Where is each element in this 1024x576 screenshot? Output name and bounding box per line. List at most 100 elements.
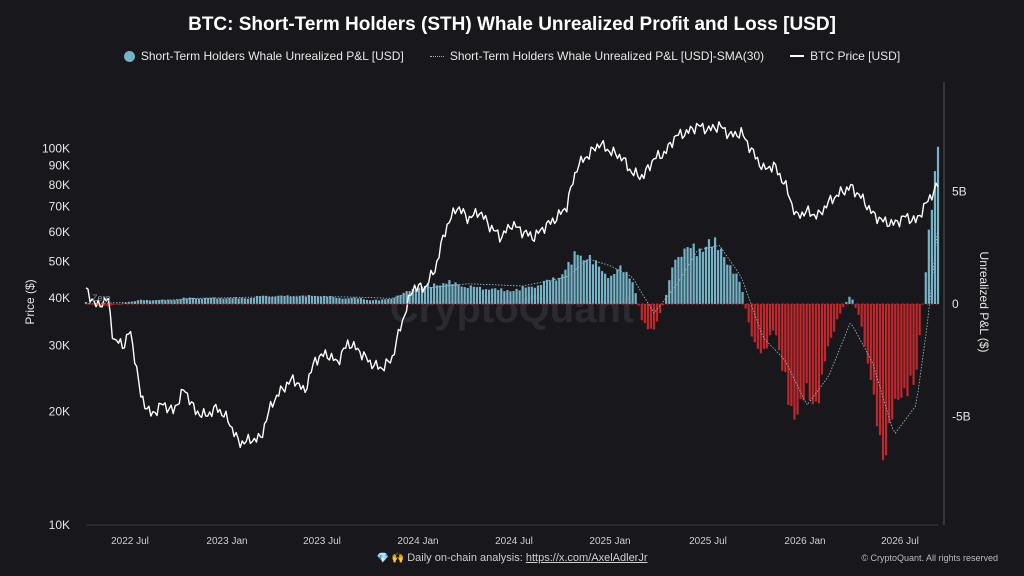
- pnl-bar: [631, 282, 634, 304]
- pnl-bar: [185, 298, 188, 304]
- x-tick-label: 2026 Jul: [881, 536, 919, 547]
- pnl-bar: [814, 304, 817, 402]
- pnl-bar: [210, 297, 213, 304]
- pnl-bar: [145, 299, 149, 304]
- pnl-bar: [176, 299, 179, 304]
- pnl-bar: [390, 298, 393, 304]
- pnl-bar: [823, 304, 827, 362]
- btc-price-line: [85, 121, 939, 449]
- pnl-bar: [646, 304, 649, 330]
- pnl-bar: [378, 300, 381, 304]
- legend: Short-Term Holders Whale Unrealized P&L …: [0, 49, 1024, 63]
- y-left-tick-label: 10K: [49, 518, 70, 532]
- y-left-tick-label: 90K: [49, 159, 70, 173]
- pnl-bar: [213, 297, 216, 304]
- pnl-bar: [717, 250, 720, 304]
- legend-dotted-line-icon: [429, 55, 444, 57]
- pnl-bar: [265, 295, 268, 304]
- pnl-bar: [622, 272, 625, 304]
- pnl-bar: [463, 287, 466, 304]
- pnl-bar: [292, 296, 295, 304]
- pnl-bar: [191, 297, 194, 304]
- pnl-bar: [771, 304, 775, 331]
- pnl-bar: [662, 304, 665, 306]
- pnl-bar: [549, 280, 552, 304]
- pnl-bar: [826, 304, 830, 347]
- pnl-bar: [863, 304, 866, 347]
- pnl-bar: [897, 304, 900, 400]
- pnl-sma-line: [85, 225, 939, 434]
- y-left-tick-label: 60K: [49, 225, 70, 239]
- pnl-bar: [582, 260, 585, 304]
- pnl-bar: [836, 304, 839, 320]
- pnl-bar: [521, 286, 524, 304]
- pnl-bar: [536, 285, 540, 304]
- y-left-tick-label: 20K: [49, 405, 70, 419]
- pnl-bar: [454, 282, 457, 304]
- pnl-bar: [918, 304, 921, 336]
- pnl-bar: [869, 304, 872, 380]
- pnl-bar: [289, 296, 292, 304]
- pnl-bar: [576, 254, 579, 304]
- pnl-bar: [842, 304, 845, 308]
- pnl-bar: [188, 297, 191, 304]
- pnl-bar: [149, 300, 152, 304]
- pnl-bar: [600, 271, 604, 304]
- pnl-bar: [426, 283, 430, 304]
- pnl-bar: [726, 264, 729, 304]
- pnl-bar: [585, 259, 588, 304]
- pnl-bar: [433, 283, 436, 304]
- pnl-bar: [274, 296, 277, 304]
- zero-label: Zero: [92, 293, 111, 303]
- y-axis-right-label: Unrealized P&L ($): [977, 251, 991, 353]
- footer-link[interactable]: https://x.com/AxelAdlerJr: [525, 552, 648, 564]
- pnl-bar: [683, 248, 686, 304]
- pnl-bar: [491, 288, 494, 304]
- pnl-bar: [277, 295, 280, 304]
- pnl-bar: [854, 304, 857, 308]
- watermark-text: CryptoQuant: [390, 287, 634, 331]
- pnl-bar: [594, 260, 598, 304]
- pnl-bar: [735, 273, 738, 304]
- pnl-bar: [729, 265, 732, 304]
- pnl-bar: [588, 254, 591, 304]
- pnl-bar: [417, 287, 420, 304]
- pnl-bar: [570, 264, 573, 304]
- pnl-bar: [888, 304, 891, 423]
- pnl-bar: [127, 302, 130, 304]
- pnl-bar: [173, 300, 176, 304]
- pnl-bar: [494, 288, 497, 304]
- pnl-bar: [671, 267, 674, 304]
- pnl-bar: [808, 304, 811, 401]
- copyright: © CryptoQuant. All rights reserved: [861, 553, 998, 563]
- pnl-bar: [445, 283, 448, 304]
- pnl-bar: [512, 291, 515, 304]
- pnl-bar: [539, 284, 543, 304]
- legend-item-sma[interactable]: Short-Term Holders Whale Unrealized P&L …: [429, 49, 764, 63]
- pnl-bar: [903, 304, 906, 389]
- pnl-bar: [530, 286, 533, 304]
- pnl-bar: [698, 248, 701, 304]
- pnl-bar: [778, 304, 781, 351]
- pnl-bar: [200, 298, 204, 304]
- pnl-bar: [423, 285, 427, 304]
- x-tick-label: 2023 Jul: [303, 536, 341, 547]
- pnl-bar: [542, 280, 546, 304]
- legend-label-pnl: Short-Term Holders Whale Unrealized P&L …: [140, 49, 404, 63]
- legend-item-price[interactable]: BTC Price [USD]: [790, 49, 900, 63]
- pnl-bar: [207, 297, 210, 304]
- y-axis-left-label: Price ($): [23, 279, 37, 325]
- pnl-bar: [323, 295, 326, 304]
- legend-item-pnl[interactable]: Short-Term Holders Whale Unrealized P&L …: [123, 49, 404, 63]
- pnl-bar: [237, 298, 240, 304]
- pnl-bar: [839, 304, 842, 314]
- pnl-bar: [353, 297, 356, 304]
- pnl-bar: [799, 304, 802, 399]
- pnl-bar: [625, 271, 628, 304]
- pnl-bar: [414, 289, 417, 304]
- pnl-bar: [362, 299, 365, 304]
- legend-label-price: BTC Price [USD]: [810, 49, 901, 63]
- pnl-bar: [555, 280, 558, 304]
- pnl-bar: [524, 287, 527, 304]
- pnl-bar: [335, 297, 338, 304]
